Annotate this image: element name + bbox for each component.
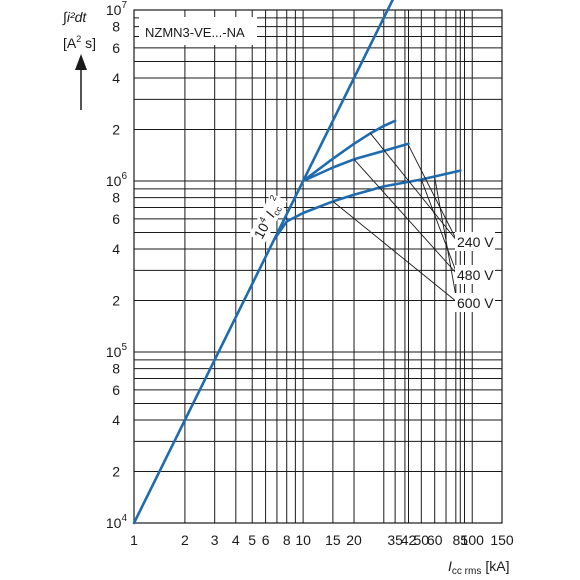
y-tick-label: 2 [112,464,120,480]
x-tick-label: 35 [387,532,403,548]
y-tick-label: 107 [106,0,128,18]
x-tick-label: 6 [262,532,270,548]
series-label: 600 V [457,295,494,311]
grid [133,9,503,524]
series-line-240v [301,119,397,183]
x-tick-label: 42 [401,532,417,548]
leader-line [420,179,458,275]
y-tick-label: 4 [112,241,120,257]
leader-line [332,201,458,303]
y-tick-label: 4 [112,412,120,428]
reference-line [132,0,395,525]
x-tick-label: 15 [325,532,341,548]
svg-text:104 Icc 2: 104 Icc 2 [249,193,288,242]
leader-line [408,144,458,242]
series-leader-lines [332,133,458,303]
ref-label-exp: 4 [257,215,268,224]
series-label-bg [455,293,495,312]
y-tick-label: 6 [112,211,120,227]
title-box [139,17,257,45]
plot-frame [133,9,503,524]
x-tick-label: 4 [232,532,240,548]
x-tick-label: 100 [461,532,485,548]
x-tick-label: 10 [295,532,311,548]
series-label-bg [455,265,495,284]
series-labels: 240 V 480 V 600 V [455,232,495,312]
ref-label-mantissa: 10 [251,220,273,241]
x-axis-label: Icc rms [kA] [448,558,509,577]
series-label: 240 V [457,234,494,250]
y-tick-label: 105 [106,342,128,360]
y-tick-labels: 104 105 106 107 2 4 6 8 2 4 6 8 2 4 6 8 [106,0,128,531]
y-tick-label: 6 [112,382,120,398]
x-tick-label: 20 [346,532,362,548]
x-tick-label: 85 [452,532,468,548]
y-axis-label: ∫i²dt [62,9,87,26]
series-label: 480 V [457,267,494,283]
reference-line-label: 104 Icc 2 [248,192,288,244]
y-tick-label: 106 [106,171,128,189]
x-tick-label: 5 [248,532,256,548]
leader-line [353,158,458,275]
x-tick-label: 2 [181,532,189,548]
x-tick-label: 1 [130,532,138,548]
y-tick-label: 2 [112,293,120,309]
y-tick-label: 8 [112,19,120,35]
y-axis-unit: [A2 s] [63,34,96,51]
y-tick-label: 4 [112,70,120,86]
up-arrow-icon [75,54,87,110]
y-tick-label: 2 [112,122,120,138]
series-line-600v [273,169,462,240]
x-tick-label: 3 [211,532,219,548]
series-label-bg [455,232,495,251]
y-tick-label: 104 [106,513,128,531]
x-tick-label: 150 [490,532,514,548]
y-tick-label: 8 [112,190,120,206]
x-tick-label: 8 [283,532,291,548]
ref-label-pow: 2 [266,193,278,204]
leader-line [434,177,458,303]
chart-title: NZMN3-VE...-NA [145,25,245,40]
x-tick-label: 50 [414,532,430,548]
y-tick-label: 6 [112,40,120,56]
reference-line-path [132,0,395,525]
x-tick-label: 60 [427,532,443,548]
y-tick-label: 8 [112,361,120,377]
